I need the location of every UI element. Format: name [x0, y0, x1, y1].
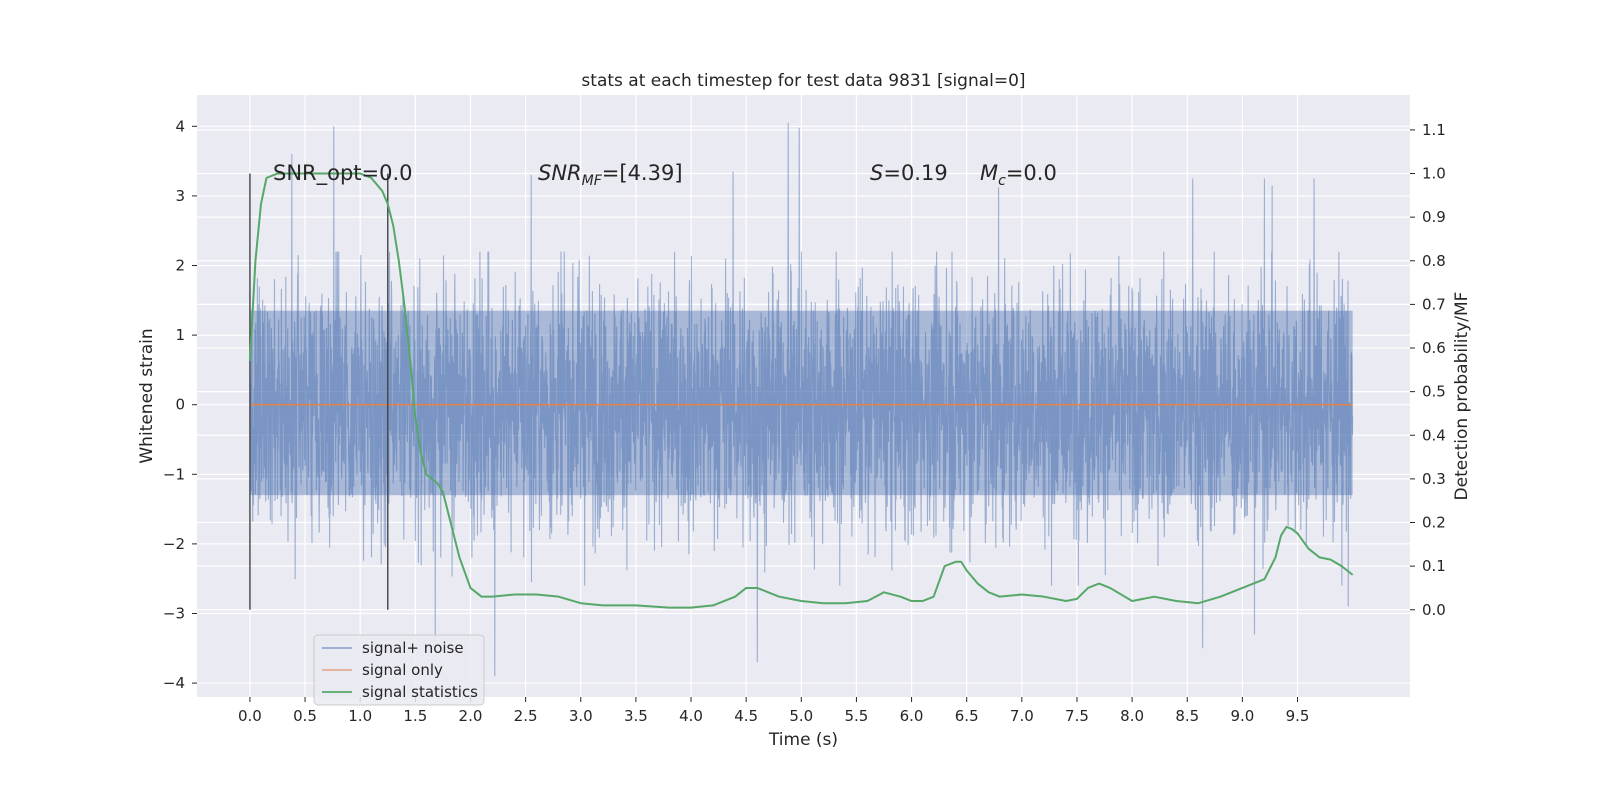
x-tick-label: 8.0 [1120, 707, 1144, 725]
x-axis-label: Time (s) [768, 730, 838, 750]
noise-core-band [249, 310, 1353, 496]
ticks: 0.0 0.5 1.0 1.5 2.0 2.5 3.0 3.5 4.0 4.5 5.0 5.5 6.0 6… [163, 117, 1446, 725]
x-tick-label: 6.5 [955, 707, 979, 725]
legend-label-signal-statistics: signal statistics [362, 683, 478, 701]
series-signal-statistics [248, 172, 1354, 609]
x-tick-label: 0.0 [238, 707, 262, 725]
annotation-s-symbol: S [870, 161, 883, 185]
annotation-mc-sub: c [998, 173, 1006, 189]
y-tick-label-right: 0.9 [1422, 208, 1446, 226]
y-tick-label-right: 0.1 [1422, 557, 1446, 575]
chart-title: stats at each timestep for test data 983… [581, 71, 1025, 91]
y-axis-label-right: Detection probability/MF [1452, 292, 1472, 501]
y-tick-label-right: 0.3 [1422, 470, 1446, 488]
annotations: SNR_opt=0.0 SNRMF=[4.39] S=0.19 Mc=0.0 [273, 161, 1057, 189]
y-tick-label-left: 0 [175, 396, 185, 414]
legend-box [313, 634, 485, 706]
y-tick-label-left: 4 [175, 117, 185, 135]
annotation-snr-mf-value: =[4.39] [602, 161, 683, 185]
y-tick-label-left: −2 [163, 535, 185, 553]
annotation-s: S=0.19 [870, 161, 948, 185]
y-tick-label-right: 0.8 [1422, 252, 1446, 270]
x-tick-label: 3.5 [624, 707, 648, 725]
x-tick-label: 3.0 [569, 707, 593, 725]
y-tick-label-right: 0.5 [1422, 383, 1446, 401]
x-tick-label: 2.5 [514, 707, 538, 725]
legend: signal+ noise signal only signal statist… [313, 634, 485, 706]
x-tick-label: 1.0 [348, 707, 372, 725]
annotation-snr-opt: SNR_opt=0.0 [273, 161, 413, 186]
annotation-s-value: =0.19 [883, 161, 947, 185]
x-tick-label: 9.5 [1286, 707, 1310, 725]
y-tick-label-right: 1.0 [1422, 165, 1446, 183]
y-tick-label-right: 0.0 [1422, 601, 1446, 619]
annotation-mc-symbol: M [980, 161, 998, 185]
x-tick-label: 9.0 [1230, 707, 1254, 725]
y-tick-label-left: 2 [175, 257, 185, 275]
legend-label-signal-noise: signal+ noise [362, 639, 464, 657]
line-layer [248, 172, 1354, 610]
x-tick-label: 7.5 [1065, 707, 1089, 725]
y-tick-label-left: −3 [163, 604, 185, 622]
y-tick-label-left: −1 [163, 465, 185, 483]
series-signal-noise [249, 122, 1354, 677]
x-tick-label: 4.0 [679, 707, 703, 725]
y-axis-label-left: Whitened strain [137, 328, 157, 463]
annotation-snr-mf: SNRMF=[4.39] [538, 161, 683, 189]
legend-label-signal-only: signal only [362, 661, 443, 679]
x-tick-label: 5.5 [845, 707, 869, 725]
y-tick-label-right: 1.1 [1422, 121, 1446, 139]
x-tick-label: 1.5 [403, 707, 427, 725]
y-tick-label-left: −4 [163, 674, 185, 692]
annotation-mc-value: =0.0 [1006, 161, 1057, 185]
x-tick-label: 0.5 [293, 707, 317, 725]
y-tick-label-right: 0.6 [1422, 339, 1446, 357]
x-tick-label: 5.0 [789, 707, 813, 725]
noise-trace [249, 122, 1354, 677]
y-tick-label-right: 0.2 [1422, 514, 1446, 532]
x-tick-label: 2.0 [459, 707, 483, 725]
x-tick-label: 4.5 [734, 707, 758, 725]
y-tick-label-left: 1 [175, 326, 185, 344]
x-tick-label: 8.5 [1175, 707, 1199, 725]
annotation-mc: Mc=0.0 [980, 161, 1057, 189]
x-tick-label: 7.0 [1010, 707, 1034, 725]
y-tick-label-right: 0.7 [1422, 295, 1446, 313]
annotation-snr-mf-base: SNR [538, 161, 582, 185]
y-tick-label-left: 3 [175, 187, 185, 205]
annotation-snr-mf-sub: MF [582, 173, 603, 189]
y-tick-label-right: 0.4 [1422, 426, 1446, 444]
x-tick-label: 6.0 [900, 707, 924, 725]
